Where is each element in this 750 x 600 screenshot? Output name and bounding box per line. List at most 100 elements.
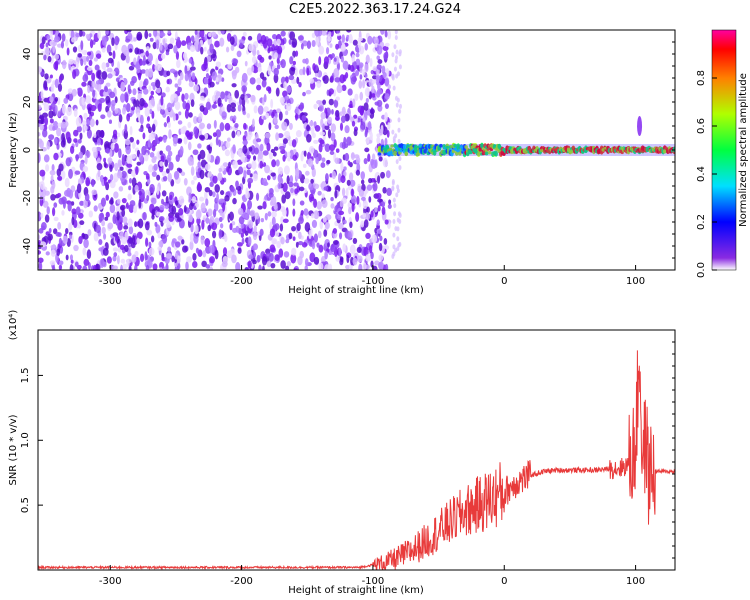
noise-cell [131,169,137,177]
noise-cell [147,53,153,63]
noise-cell [322,74,329,84]
noise-cell [226,30,233,33]
noise-cell [175,154,180,162]
noise-cell [321,193,325,199]
signal-halo [422,144,427,156]
noise-cell [331,53,335,59]
noise-cell [274,124,279,130]
noise-cell [341,42,346,52]
noise-cell [149,37,154,42]
noise-cell [159,261,165,270]
noise-cell [209,81,215,88]
noise-cell [380,30,385,35]
noise-cell [342,60,349,70]
noise-cell [232,144,236,154]
signal-halo [560,144,565,156]
signal-halo [407,144,412,156]
noise-cell [50,249,56,257]
noise-cell [155,39,160,50]
noise-cell [351,54,356,63]
noise-cell [44,116,49,126]
signal-halo [418,144,423,156]
noise-cell [324,124,330,131]
noise-cell [306,133,312,143]
noise-cell [103,176,107,187]
noise-cell [327,242,330,248]
noise-cell [58,260,64,266]
noise-cell [318,262,324,270]
noise-cell [253,225,257,233]
noise-cell [289,56,294,65]
noise-cell [382,157,388,168]
noise-cell [383,238,388,245]
noise-cell [125,145,131,155]
noise-cell [247,35,253,41]
noise-cell [304,222,311,232]
noise-cell [244,267,249,270]
noise-cell [330,132,336,142]
noise-cell [69,264,74,270]
noise-cell [38,104,42,110]
noise-cell [285,207,289,217]
noise-cell [291,139,297,148]
noise-cell [152,42,157,50]
noise-cell [50,193,56,201]
noise-cell [95,224,101,234]
noise-cell [57,83,63,92]
noise-cell [142,88,149,95]
noise-cell [345,187,349,198]
noise-cell [173,45,178,54]
noise-cell [275,159,280,167]
noise-cell [112,50,116,60]
noise-cell [365,54,370,64]
noise-cell [209,43,214,54]
noise-cell [205,217,210,224]
noise-cell [79,132,83,140]
noise-cell [295,241,299,248]
noise-cell [336,84,343,94]
noise-cell [376,228,383,234]
noise-cell [66,106,73,116]
noise-cell [349,179,356,187]
noise-cell [212,175,218,184]
noise-cell [71,208,77,215]
noise-cell [151,123,156,133]
signal-halo [513,144,518,156]
noise-cell [82,74,89,83]
noise-cell [232,197,237,205]
signal-halo [383,144,388,156]
noise-cell [355,70,359,77]
signal-halo [395,144,400,156]
noise-cell [124,123,128,134]
noise-cell [146,229,153,236]
noise-cell [151,214,155,220]
noise-cell [107,222,114,230]
signal-cell [437,146,442,151]
noise-cell [369,57,373,67]
noise-cell [74,170,81,175]
noise-cell [79,30,83,37]
noise-cell [333,67,340,78]
noise-cell [357,255,363,263]
noise-cell [303,150,307,157]
signal-halo [604,144,609,156]
noise-cell [273,67,279,76]
noise-cell [121,208,126,217]
noise-cell [376,45,383,55]
noise-cell [363,219,369,228]
noise-cell [54,62,59,71]
noise-cell [247,163,252,168]
noise-cell [43,154,50,163]
noise-cell [276,108,281,114]
noise-cell [101,71,108,80]
noise-cell [183,205,187,213]
noise-cell [315,156,319,165]
noise-cell [387,30,392,40]
noise-cell [207,32,212,38]
noise-cell [268,152,273,160]
noise-cell [45,49,51,55]
noise-cell [393,203,397,209]
noise-cell [287,157,291,162]
noise-cell [188,81,194,88]
noise-cell [239,42,244,48]
